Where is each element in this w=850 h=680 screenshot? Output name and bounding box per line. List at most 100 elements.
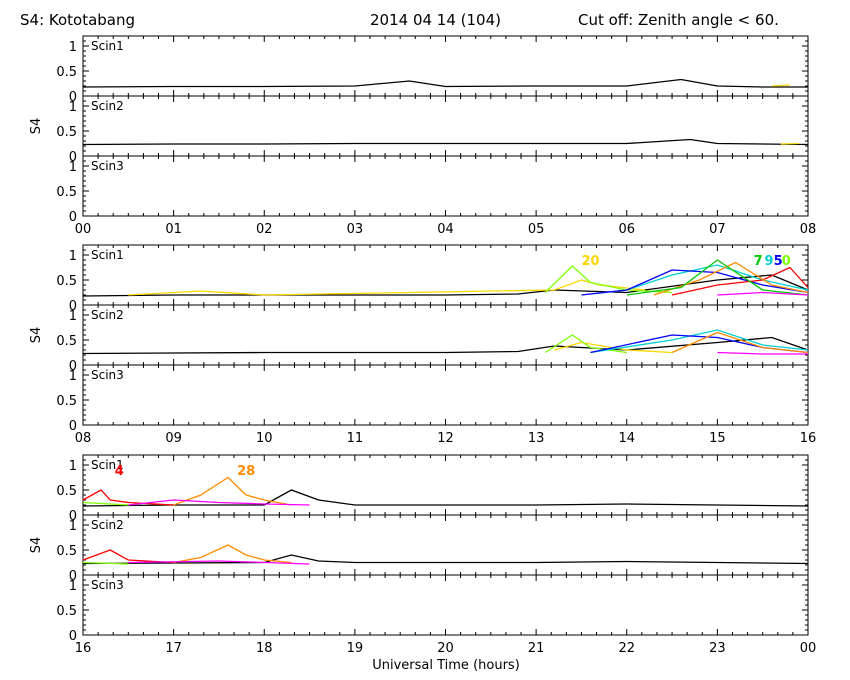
prn-label: 28 xyxy=(237,464,255,479)
series-line xyxy=(82,274,809,297)
y-tick-label: 0.5 xyxy=(56,274,77,289)
x-tick-label: 18 xyxy=(256,641,273,656)
x-tick-label: 12 xyxy=(437,431,454,446)
y-tick-label: 0 xyxy=(69,509,77,524)
y-tick-label: 0 xyxy=(69,299,77,314)
x-tick-label: 20 xyxy=(437,641,454,656)
panel-frame xyxy=(82,95,809,157)
y-tick-label: 0 xyxy=(69,150,77,165)
panel-label: Scin3 xyxy=(91,159,124,173)
x-tick-label: 14 xyxy=(618,431,635,446)
y-tick-label: 0.5 xyxy=(56,394,77,409)
x-tick-label: 22 xyxy=(618,641,635,656)
y-tick-label: 0 xyxy=(69,569,77,584)
panel-label: Scin1 xyxy=(91,39,124,53)
panel-frame xyxy=(82,304,809,366)
panel-label: Scin1 xyxy=(91,248,124,262)
series-line xyxy=(82,489,809,507)
panel-frame xyxy=(82,454,809,516)
panel-label: Scin2 xyxy=(91,518,124,532)
panel-frame xyxy=(82,364,809,426)
y-tick-label: 0.5 xyxy=(56,484,77,499)
series-line xyxy=(128,279,645,296)
series-line xyxy=(717,351,808,355)
panel-label: Scin2 xyxy=(91,308,124,322)
y-tick-label: 1 xyxy=(69,160,77,175)
series-line xyxy=(82,554,809,565)
y-axis-label: S4 xyxy=(29,537,44,554)
y-tick-label: 1 xyxy=(69,369,77,384)
y-tick-label: 1 xyxy=(69,579,77,594)
y-axis-label: S4 xyxy=(29,118,44,135)
date-label: 2014 04 14 (104) xyxy=(370,11,501,29)
series-line xyxy=(82,549,174,564)
series-line xyxy=(626,259,809,296)
series-line xyxy=(671,331,809,354)
y-tick-label: 0 xyxy=(69,629,77,644)
station-title: S4: Kototabang xyxy=(20,11,135,29)
panel-label: Scin1 xyxy=(91,458,124,472)
panel-frame xyxy=(82,514,809,576)
x-tick-label: 21 xyxy=(528,641,545,656)
series-line xyxy=(554,341,673,354)
x-tick-label: 00 xyxy=(800,641,817,656)
y-tick-label: 0.5 xyxy=(56,65,77,80)
series-line xyxy=(128,499,310,506)
y-tick-label: 0.5 xyxy=(56,125,77,140)
series-line xyxy=(590,329,809,354)
y-tick-label: 0 xyxy=(69,210,77,225)
panel-frame xyxy=(82,244,809,306)
y-tick-label: 0.5 xyxy=(56,544,77,559)
x-tick-label: 23 xyxy=(709,641,726,656)
y-tick-label: 1 xyxy=(69,519,77,534)
series-line xyxy=(717,291,809,296)
x-tick-label: 07 xyxy=(709,222,726,237)
y-tick-label: 0 xyxy=(69,419,77,434)
prn-label: 0 xyxy=(782,254,791,269)
panel-label: Scin2 xyxy=(91,99,124,113)
series-line xyxy=(82,138,809,146)
y-tick-label: 1 xyxy=(69,40,77,55)
x-tick-label: 02 xyxy=(256,222,273,237)
x-tick-label: 16 xyxy=(75,641,92,656)
x-tick-label: 06 xyxy=(618,222,635,237)
series-line xyxy=(173,544,292,564)
y-tick-label: 1 xyxy=(69,309,77,324)
x-tick-label: 00 xyxy=(75,222,92,237)
prn-label: 4 xyxy=(115,464,124,479)
y-axis-label: S4 xyxy=(29,327,44,344)
panel-frame xyxy=(82,155,809,217)
series-line xyxy=(581,269,809,296)
panel-label: Scin3 xyxy=(91,368,124,382)
prn-label: 20 xyxy=(581,254,599,269)
prn-label: 7 xyxy=(754,254,763,269)
y-tick-label: 1 xyxy=(69,459,77,474)
x-tick-label: 17 xyxy=(165,641,182,656)
y-tick-label: 0.5 xyxy=(56,604,77,619)
series-line xyxy=(771,84,790,87)
prn-label: 9 xyxy=(765,254,774,269)
series-line xyxy=(128,560,310,565)
y-tick-label: 1 xyxy=(69,100,77,115)
x-tick-label: 05 xyxy=(528,222,545,237)
x-tick-label: 08 xyxy=(75,431,92,446)
x-tick-label: 04 xyxy=(437,222,454,237)
cutoff-label: Cut off: Zenith angle < 60. xyxy=(578,11,779,29)
x-tick-label: 01 xyxy=(165,222,182,237)
series-line xyxy=(173,476,292,506)
y-tick-label: 0.5 xyxy=(56,185,77,200)
x-tick-label: 19 xyxy=(347,641,364,656)
series-line xyxy=(780,142,799,145)
x-tick-label: 11 xyxy=(347,431,364,446)
y-tick-label: 0 xyxy=(69,359,77,374)
panel-frame xyxy=(82,574,809,636)
x-tick-label: 09 xyxy=(165,431,182,446)
x-tick-label: 13 xyxy=(528,431,545,446)
y-tick-label: 0.5 xyxy=(56,334,77,349)
series-line xyxy=(82,78,808,88)
x-tick-label: 08 xyxy=(800,222,817,237)
x-tick-label: 10 xyxy=(256,431,273,446)
series-line xyxy=(544,265,673,294)
